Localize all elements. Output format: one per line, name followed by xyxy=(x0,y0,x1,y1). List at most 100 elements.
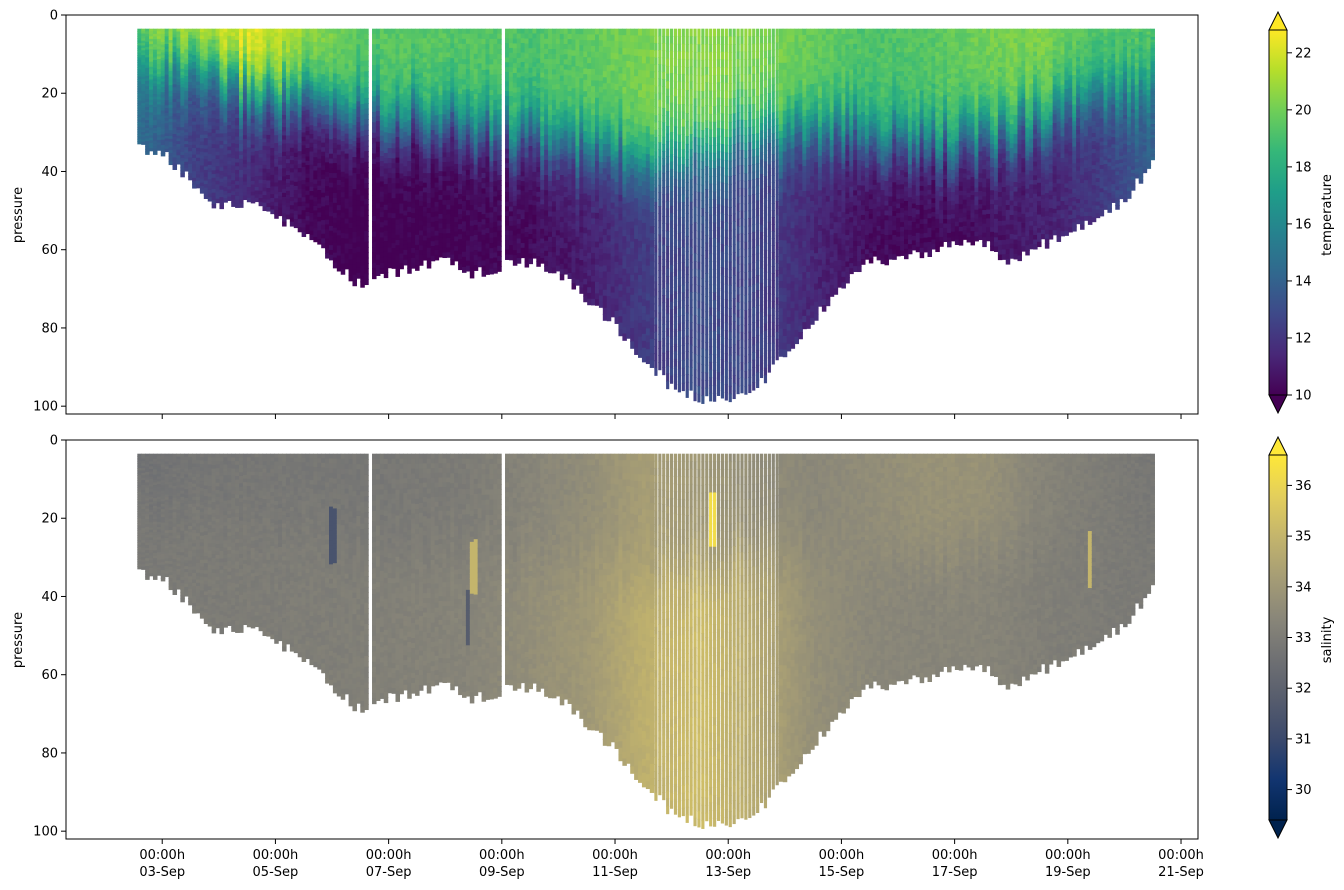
data-cell xyxy=(168,113,174,118)
data-cell xyxy=(285,131,291,137)
data-cell xyxy=(254,197,260,203)
data-cell xyxy=(399,38,404,45)
data-cell xyxy=(528,229,534,235)
data-cell xyxy=(336,109,342,116)
data-cell xyxy=(211,144,217,149)
data-cell xyxy=(387,222,393,229)
data-cell xyxy=(282,143,287,149)
data-cell xyxy=(285,186,291,192)
data-cell xyxy=(348,175,354,182)
data-cell xyxy=(180,68,185,73)
data-cell xyxy=(168,34,174,38)
data-cell xyxy=(446,209,451,215)
data-cell xyxy=(360,179,365,186)
data-cell xyxy=(348,259,354,266)
data-cell xyxy=(196,32,201,37)
profile-column xyxy=(254,28,260,203)
data-cell xyxy=(391,153,397,160)
data-cell xyxy=(203,127,209,132)
data-cell xyxy=(485,33,490,40)
data-cell xyxy=(372,247,377,254)
data-cell xyxy=(399,223,404,230)
data-cell xyxy=(250,46,256,52)
data-cell xyxy=(536,122,541,129)
data-cell xyxy=(387,172,393,179)
data-cell xyxy=(176,31,181,36)
data-cell xyxy=(360,233,365,240)
data-cell xyxy=(348,201,354,208)
data-cell xyxy=(356,49,361,56)
profile-column xyxy=(458,28,463,271)
data-cell xyxy=(415,234,420,241)
data-cell xyxy=(156,114,162,118)
data-cell xyxy=(321,138,326,144)
data-cell xyxy=(469,236,475,243)
data-cell xyxy=(442,81,447,87)
data-cell xyxy=(469,70,475,77)
data-cell xyxy=(512,127,518,133)
data-cell xyxy=(528,58,534,64)
data-cell xyxy=(375,167,381,174)
data-cell xyxy=(372,231,377,238)
data-cell xyxy=(176,70,181,75)
data-cell xyxy=(160,76,166,80)
data-cell xyxy=(309,129,314,135)
data-cell xyxy=(223,194,228,200)
data-cell xyxy=(536,216,541,223)
data-cell xyxy=(375,136,381,143)
data-cell xyxy=(465,215,471,222)
data-cell xyxy=(285,99,291,105)
data-cell xyxy=(282,119,287,124)
data-cell xyxy=(297,62,303,68)
data-cell xyxy=(305,229,311,235)
data-cell xyxy=(203,64,209,69)
data-cell xyxy=(348,65,354,72)
data-cell xyxy=(321,188,326,194)
profile-column xyxy=(219,28,224,210)
data-cell xyxy=(270,90,275,95)
data-cell xyxy=(512,77,518,84)
data-cell xyxy=(235,121,240,127)
data-cell xyxy=(520,133,526,140)
data-cell xyxy=(176,34,181,38)
data-cell xyxy=(149,122,154,126)
data-cell xyxy=(313,232,318,238)
data-cell xyxy=(141,139,146,143)
data-cell xyxy=(141,127,146,131)
data-cell xyxy=(231,80,236,85)
data-cell xyxy=(462,201,467,207)
data-cell xyxy=(415,124,420,131)
data-cell xyxy=(356,122,361,129)
data-cell xyxy=(176,82,181,86)
data-cell xyxy=(282,61,287,67)
data-cell xyxy=(528,146,534,152)
data-cell xyxy=(235,36,240,41)
data-cell xyxy=(258,161,264,166)
data-cell xyxy=(505,187,510,193)
data-cell xyxy=(274,158,279,164)
data-cell xyxy=(258,80,264,85)
data-cell xyxy=(407,84,412,91)
data-cell xyxy=(458,249,463,256)
data-cell xyxy=(211,118,217,123)
data-cell xyxy=(520,195,526,201)
data-cell xyxy=(172,125,178,130)
data-cell xyxy=(203,46,209,51)
data-cell xyxy=(199,86,205,92)
data-cell xyxy=(231,58,236,63)
data-cell xyxy=(434,96,440,102)
data-cell xyxy=(520,100,526,106)
profile-column xyxy=(262,28,268,212)
data-cell xyxy=(180,158,185,162)
data-cell xyxy=(325,219,330,226)
data-cell xyxy=(258,128,264,133)
data-cell xyxy=(528,33,534,40)
data-cell xyxy=(305,92,311,98)
data-cell xyxy=(395,59,401,66)
data-cell xyxy=(317,158,322,164)
data-cell xyxy=(391,53,397,60)
data-cell xyxy=(274,162,279,168)
data-cell xyxy=(493,125,498,132)
data-cell xyxy=(332,123,338,130)
data-cell xyxy=(274,139,279,144)
